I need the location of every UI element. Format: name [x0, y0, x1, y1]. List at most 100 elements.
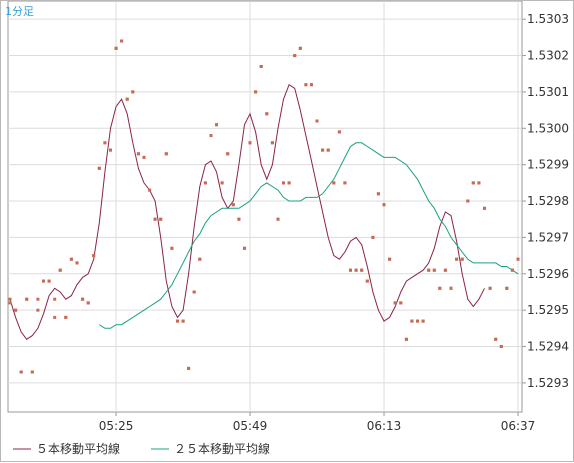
price-point	[148, 188, 152, 192]
price-point	[388, 257, 392, 261]
price-point	[349, 268, 352, 272]
price-point	[64, 315, 68, 319]
price-point	[337, 130, 341, 134]
price-point	[494, 337, 498, 341]
price-point	[109, 148, 112, 152]
legend-label-ma5: ５本移動平均線	[36, 441, 120, 456]
price-point	[25, 297, 29, 301]
price-point	[176, 319, 179, 323]
price-point	[97, 166, 101, 170]
price-point	[488, 286, 492, 290]
price-point	[477, 181, 481, 185]
price-point	[153, 217, 157, 221]
price-point	[142, 155, 146, 159]
price-point	[53, 315, 57, 319]
price-point	[416, 319, 419, 323]
price-point	[310, 83, 313, 87]
price-point	[215, 123, 218, 127]
price-point	[510, 268, 514, 272]
series-line-ma25	[99, 142, 519, 329]
price-point	[516, 257, 520, 261]
price-point	[69, 257, 73, 261]
x-tick-label: 06:37	[501, 419, 536, 433]
price-point	[410, 319, 414, 323]
price-points	[8, 39, 520, 374]
price-point	[254, 90, 258, 94]
price-point	[164, 152, 168, 156]
price-point	[376, 192, 380, 196]
price-point	[460, 257, 464, 261]
timeframe-label: 1分足	[5, 5, 34, 18]
price-point	[220, 181, 224, 185]
price-point	[332, 181, 336, 185]
price-point	[237, 217, 241, 221]
y-tick-label: 1.5302	[527, 49, 569, 63]
price-point	[483, 206, 486, 210]
price-point	[371, 235, 375, 239]
price-point	[159, 217, 163, 221]
price-point	[75, 261, 79, 265]
price-point	[8, 297, 12, 301]
price-point	[293, 54, 297, 58]
price-point	[505, 286, 509, 290]
price-point	[53, 297, 57, 301]
price-point	[58, 268, 62, 272]
y-tick-label: 1.5293	[527, 376, 569, 390]
price-point	[243, 246, 246, 250]
price-point	[270, 141, 274, 145]
price-point	[203, 181, 207, 185]
grid	[7, 1, 526, 416]
price-point	[432, 268, 436, 272]
price-point	[321, 148, 325, 152]
y-axis-ticks: 1.5303 1.5302 1.5301 1.5300 1.5299 1.5298 1.52…	[527, 12, 569, 390]
price-point	[226, 152, 230, 156]
price-point	[393, 301, 397, 305]
price-point	[36, 297, 40, 301]
price-point	[449, 286, 453, 290]
price-point	[192, 290, 196, 294]
price-point	[30, 370, 34, 374]
y-tick-label: 1.5298	[527, 194, 569, 208]
y-tick-label: 1.5294	[527, 340, 569, 354]
price-point	[282, 181, 285, 185]
price-point	[8, 301, 12, 305]
price-point	[399, 301, 403, 305]
y-tick-label: 1.5296	[527, 267, 569, 281]
price-point	[354, 268, 358, 272]
price-point	[276, 217, 280, 221]
price-point	[209, 134, 213, 138]
y-tick-label: 1.5299	[527, 158, 569, 172]
price-point	[365, 279, 369, 283]
price-point	[187, 366, 191, 370]
price-point	[248, 141, 252, 145]
legend-label-ma25: ２５本移動平均線	[174, 441, 270, 456]
y-tick-label: 1.5297	[527, 230, 569, 244]
price-point	[343, 181, 347, 185]
price-point	[382, 203, 386, 207]
price-point	[136, 152, 140, 156]
price-point	[265, 112, 269, 116]
price-point	[287, 181, 291, 185]
price-point	[315, 119, 319, 123]
price-point	[304, 83, 308, 87]
price-point	[471, 181, 475, 185]
price-point	[360, 268, 364, 272]
x-tick-label: 05:25	[99, 419, 134, 433]
price-point	[326, 148, 330, 152]
price-point	[427, 268, 431, 272]
price-point	[298, 46, 302, 50]
price-point	[86, 301, 90, 305]
price-point	[198, 257, 202, 261]
price-point	[125, 97, 129, 101]
price-point	[19, 370, 23, 374]
price-point	[404, 337, 408, 341]
price-point	[47, 279, 51, 283]
price-point	[231, 203, 235, 207]
x-axis-ticks: 05:25 05:49 06:13 06:37	[99, 419, 536, 433]
plot-area-border	[7, 1, 523, 413]
series-line-ma5	[9, 83, 485, 340]
price-point	[259, 65, 263, 68]
price-point	[499, 345, 503, 348]
